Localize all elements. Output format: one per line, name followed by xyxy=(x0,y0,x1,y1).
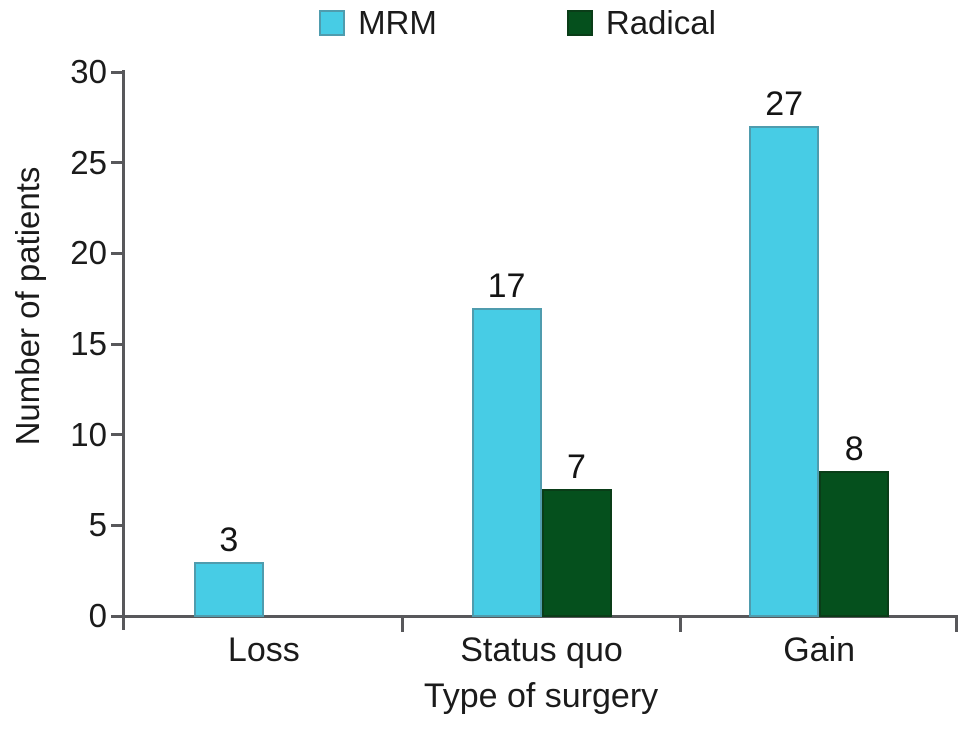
legend-label-mrm: MRM xyxy=(358,4,437,41)
radical-color-swatch-icon xyxy=(566,10,593,36)
bar-radical-status-quo xyxy=(541,489,612,617)
bar-mrm-loss xyxy=(193,561,264,617)
bar-mrm-status-quo xyxy=(471,307,542,617)
y-axis-tick-label: 15 xyxy=(70,325,107,362)
y-axis-tick-label: 30 xyxy=(70,53,107,90)
x-axis-tick xyxy=(678,618,682,632)
y-axis-tick xyxy=(111,614,125,618)
x-axis-tick xyxy=(401,618,405,632)
bar-value-label: 8 xyxy=(844,429,864,468)
bar-mrm-gain xyxy=(749,126,820,617)
x-category-label: Gain xyxy=(783,631,856,669)
y-axis-tick xyxy=(111,251,125,255)
bar-value-label: 17 xyxy=(487,266,526,305)
y-axis-tick xyxy=(111,70,125,74)
y-axis-tick xyxy=(111,161,125,165)
x-axis-title: Type of surgery xyxy=(423,677,659,715)
legend-label-radical: Radical xyxy=(605,4,716,41)
legend-entry-radical: Radical xyxy=(566,4,716,41)
y-axis-tick xyxy=(111,433,125,437)
bar-radical-gain xyxy=(819,470,890,617)
y-axis-tick-label: 0 xyxy=(88,597,107,634)
x-axis-tick xyxy=(955,618,958,632)
y-axis-tick xyxy=(111,523,125,527)
x-category-label: Status quo xyxy=(460,631,623,669)
y-axis-tick xyxy=(111,342,125,346)
legend-entry-mrm: MRM xyxy=(319,6,437,40)
y-axis-line xyxy=(122,70,125,630)
x-category-label: Loss xyxy=(227,631,300,669)
y-axis-tick-label: 10 xyxy=(70,415,107,453)
mrm-color-swatch-icon xyxy=(319,10,346,36)
bar-value-label: 7 xyxy=(567,448,586,487)
bar-value-label: 3 xyxy=(219,520,239,559)
y-axis-tick-label: 25 xyxy=(70,143,107,181)
chart-legend: MRM Radical xyxy=(33,6,969,40)
y-axis-tick-label: 5 xyxy=(88,506,107,544)
y-axis-tick-label: 20 xyxy=(70,234,107,272)
bar-value-label: 27 xyxy=(765,85,804,124)
